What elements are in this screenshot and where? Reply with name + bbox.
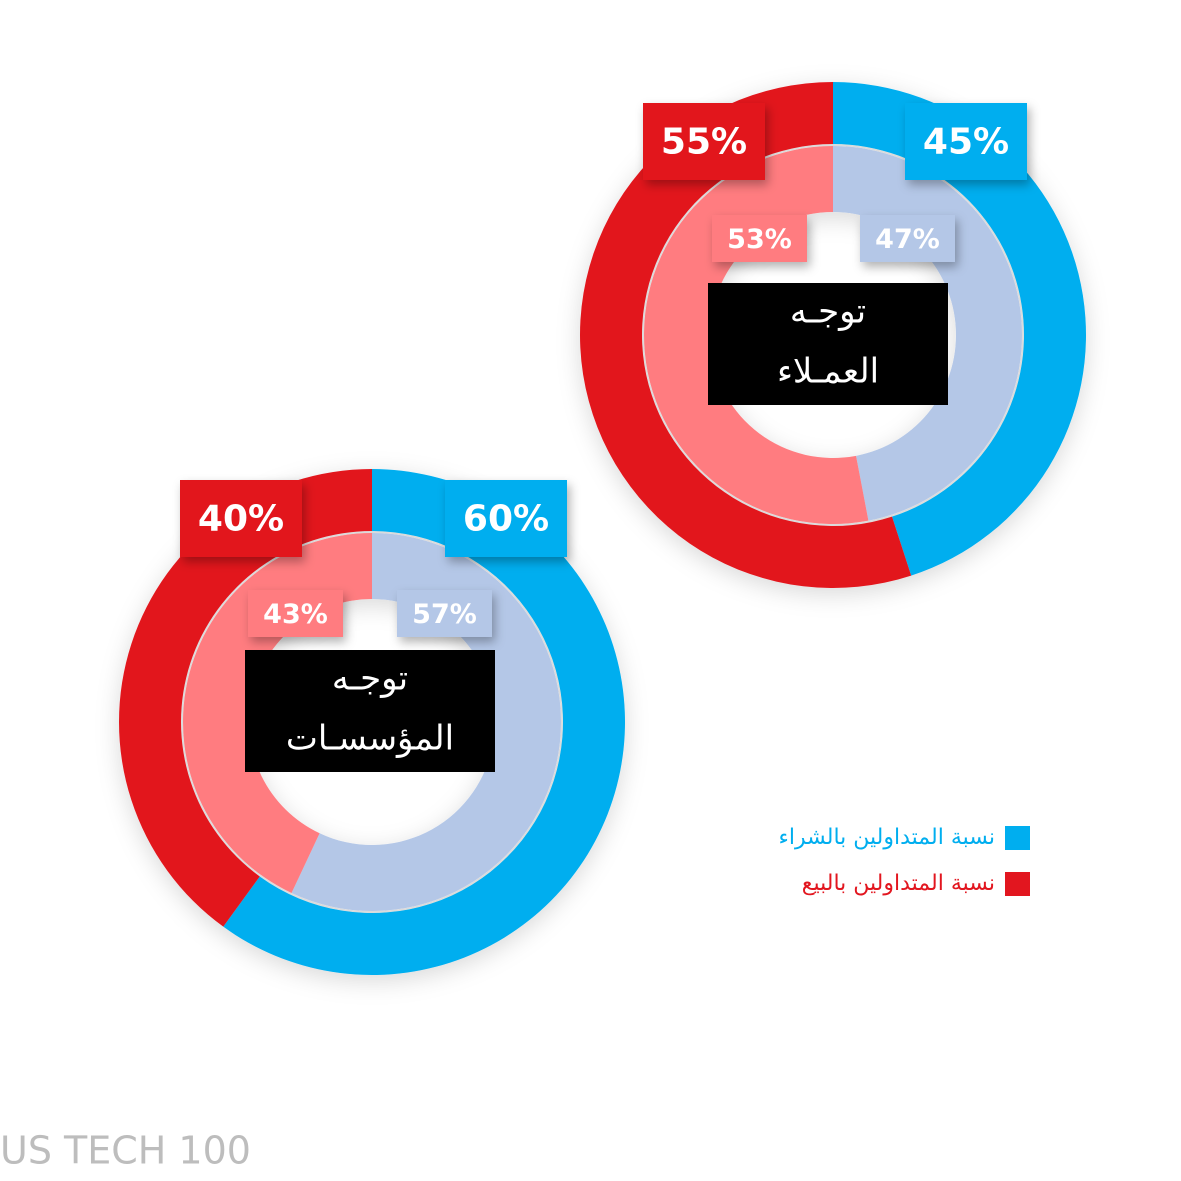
value-label: 45% [923, 122, 1009, 163]
title-box [245, 650, 495, 772]
outer-segment [833, 82, 1086, 576]
value-label-box [860, 215, 955, 262]
inner-segment [643, 146, 869, 524]
footer: US TECH 100 [0, 1129, 251, 1173]
value-label: 40% [198, 499, 284, 540]
value-label-box [712, 215, 807, 262]
title-box [708, 283, 948, 405]
inner-segment [833, 146, 1022, 521]
value-label: 53% [727, 224, 792, 255]
legend-swatch [1005, 872, 1030, 896]
value-label-box [643, 103, 765, 180]
chart-title: توجـه [332, 659, 408, 699]
inner-segment [183, 533, 372, 894]
donut-chart [579, 82, 1086, 589]
value-label-box [180, 480, 302, 557]
outer-segment [579, 82, 912, 589]
chart-title: المؤسسـات [286, 719, 454, 759]
value-label: 43% [263, 599, 328, 630]
chart-title: توجـه [790, 292, 866, 332]
value-label-box [445, 480, 567, 557]
value-label: 60% [463, 499, 549, 540]
donut-chart [119, 469, 626, 976]
value-label-box [905, 103, 1027, 180]
inner-segment [291, 533, 562, 912]
outer-segment [119, 469, 372, 927]
legend-swatch [1005, 826, 1030, 850]
outer-segment [223, 469, 626, 976]
legend-label: نسبة المتداولين بالشراء [779, 825, 995, 850]
value-label: 55% [661, 122, 747, 163]
value-label-box [248, 590, 343, 637]
value-label-box [397, 590, 492, 637]
value-label: 47% [875, 224, 940, 255]
value-label: 57% [412, 599, 477, 630]
chart-title: العمـلاء [777, 352, 879, 392]
legend-label: نسبة المتداولين بالبيع [802, 871, 995, 896]
